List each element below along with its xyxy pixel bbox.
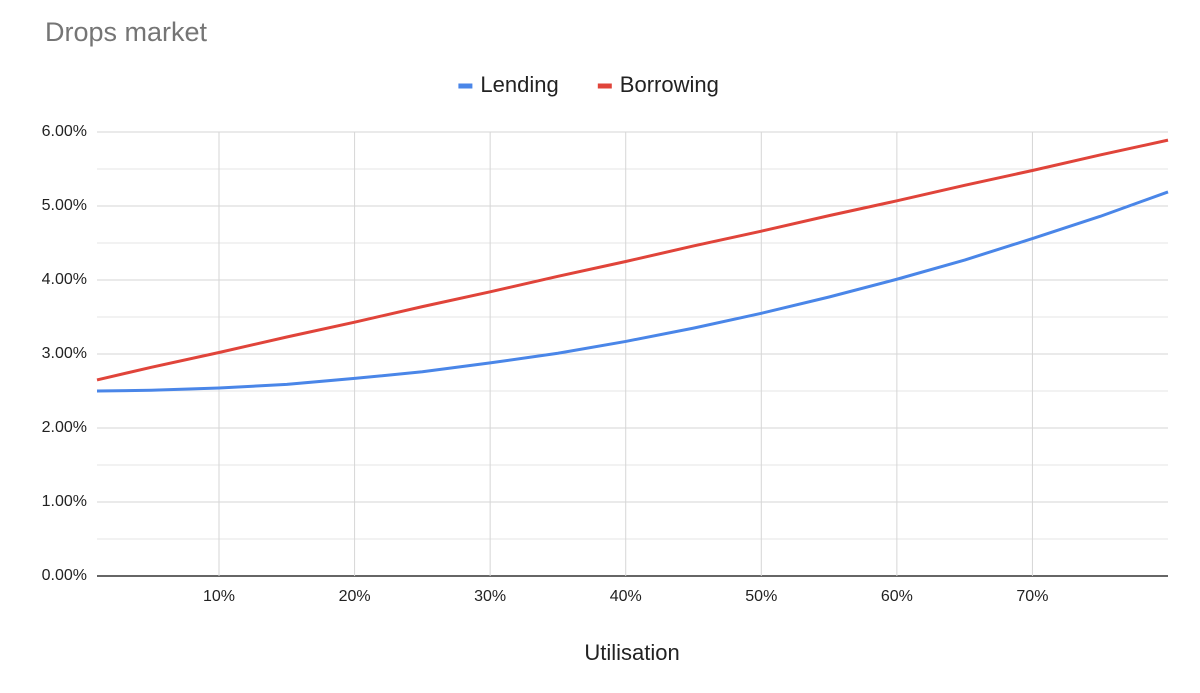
y-tick-label: 1.00% (42, 493, 87, 510)
x-tick-label: 20% (339, 588, 371, 605)
series-line (96, 138, 1169, 382)
x-tick-label: 30% (474, 588, 506, 605)
x-tick-label: 70% (1016, 588, 1048, 605)
x-tick-label: 10% (203, 588, 235, 605)
legend-label: Lending (480, 72, 558, 97)
x-tick-label: 60% (881, 588, 913, 605)
series-line (96, 190, 1169, 393)
y-tick-label: 3.00% (42, 345, 87, 362)
y-tick-label: 4.00% (42, 271, 87, 288)
legend-label: Borrowing (620, 72, 719, 97)
y-tick-label: 5.00% (42, 197, 87, 214)
y-tick-label: 6.00% (42, 123, 87, 140)
x-tick-label: 40% (610, 588, 642, 605)
chart-title: Drops market (45, 17, 208, 47)
x-axis-title: Utilisation (584, 640, 679, 665)
y-tick-label: 0.00% (42, 567, 87, 584)
y-tick-label: 2.00% (42, 419, 87, 436)
x-tick-label: 50% (745, 588, 777, 605)
